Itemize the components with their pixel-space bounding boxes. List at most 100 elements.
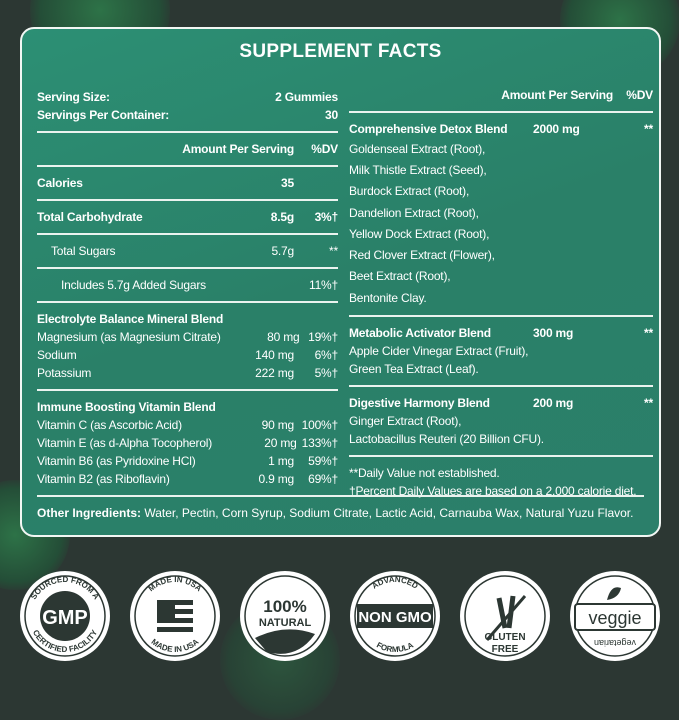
servings-row: Servings Per Container: 30 [37, 106, 338, 124]
divider [37, 199, 338, 201]
ingredient-item: Milk Thistle Extract (Seed), [349, 162, 487, 177]
nutrient-row: Vitamin B2 (as Riboflavin) 0.9 mg 69%† [37, 470, 338, 488]
label: Vitamin B2 (as Riboflavin) [37, 472, 170, 486]
dv: 59%† [308, 454, 338, 468]
amount: 1 mg [268, 454, 294, 468]
dv: 19%† [308, 330, 338, 344]
right-column: Amount Per Serving %DV Comprehensive Deto… [349, 86, 653, 500]
ingredient-item: Bentonite Clay. [349, 290, 427, 305]
dv: 3%† [314, 210, 339, 224]
divider [37, 495, 644, 497]
footnote-percent: †Percent Daily Values are based on a 2,0… [349, 484, 637, 499]
nutrient-row: Potassium 222 mg 5%† [37, 364, 338, 382]
column-header: Amount Per Serving %DV [37, 140, 338, 158]
nutrient-row: Sodium 140 mg 6%† [37, 346, 338, 364]
svg-text:NATURAL: NATURAL [259, 617, 312, 629]
svg-text:100%: 100% [263, 597, 306, 616]
calories-row: Calories 35 [37, 174, 338, 192]
ingredient-item: Burdock Extract (Root), [349, 184, 470, 199]
amount: 8.5g [270, 210, 294, 224]
electrolyte-title: Electrolyte Balance Mineral Blend [37, 312, 224, 326]
label: Servings Per Container: [37, 108, 170, 122]
column-header: Amount Per Serving %DV [349, 86, 653, 104]
nutrient-row: Magnesium (as Magnesium Citrate) 80 mg 19%… [37, 328, 338, 346]
divider [37, 131, 338, 133]
dv: 5%† [314, 366, 339, 380]
ingredient-item: Red Clover Extract (Flower), [349, 248, 495, 263]
dv: 6%† [314, 348, 339, 362]
divider [349, 315, 653, 318]
label: Vitamin B6 (as Pyridoxine HCl) [37, 454, 196, 468]
label: Total Carbohydrate [37, 210, 143, 224]
divider [349, 385, 653, 388]
carbohydrate-row: Total Carbohydrate 8.5g 3%† [37, 208, 338, 226]
added-sugars-row: Includes 5.7g Added Sugars 11%† [37, 276, 338, 294]
dv: ** [644, 396, 653, 411]
label: Serving Size: [37, 90, 110, 104]
dv: 11%† [308, 278, 338, 292]
label: Magnesium (as Magnesium Citrate) [37, 330, 221, 344]
label: Metabolic Activator Blend [349, 326, 491, 341]
value: 2 Gummies [275, 90, 338, 104]
svg-text:veggie: veggie [588, 608, 641, 628]
amount: 140 mg [255, 348, 294, 362]
divider [349, 455, 653, 458]
certification-badges: GMP SOURCED FROM A CERTIFIED FACILITY MADE … [0, 568, 679, 668]
svg-text:NON GMO: NON GMO [358, 609, 432, 626]
amount: 222 mg [255, 366, 294, 380]
nutrient-row: Vitamin E (as d-Alpha Tocopherol) 20 mg 13… [37, 434, 338, 452]
other-ingredients-label: Other Ingredients: [37, 506, 142, 520]
divider [37, 165, 338, 167]
label: Calories [37, 176, 83, 190]
dv: ** [329, 244, 338, 258]
label: Includes 5.7g Added Sugars [61, 278, 206, 292]
other-ingredients: Other Ingredients: Water, Pectin, Corn S… [37, 506, 633, 520]
divider [37, 389, 338, 391]
amount: 0.9 mg [258, 472, 295, 486]
amount: 35 [281, 176, 294, 190]
digestive-blend-row: Digestive Harmony Blend 200 mg ** [349, 394, 653, 412]
amount: 90 mg [261, 418, 295, 432]
detox-blend-row: Comprehensive Detox Blend 2000 mg ** [349, 120, 653, 138]
label: Comprehensive Detox Blend [349, 122, 508, 136]
ingredient-item: Lactobacillus Reuteri (20 Billion CFU). [349, 432, 544, 447]
supplement-facts-panel: SUPPLEMENT FACTS Serving Size: 2 Gummies … [20, 27, 661, 537]
veggie-badge-icon: veggie vegetarian [570, 571, 660, 661]
natural-badge-icon: 100%NATURAL [240, 571, 330, 661]
value: 30 [325, 108, 338, 122]
metabolic-blend-row: Metabolic Activator Blend 300 mg ** [349, 324, 653, 342]
amount: 80 mg [267, 330, 300, 344]
dv-header: %DV [311, 142, 338, 156]
divider [37, 267, 338, 269]
serving-size-row: Serving Size: 2 Gummies [37, 88, 338, 106]
left-column: Serving Size: 2 Gummies Servings Per Cont… [37, 88, 338, 488]
ingredient-item: Apple Cider Vinegar Extract (Fruit), [349, 344, 529, 359]
nutrient-row: Vitamin B6 (as Pyridoxine HCl) 1 mg 59%† [37, 452, 338, 470]
svg-text:FORMULA: FORMULA [375, 640, 415, 654]
other-ingredients-text: Water, Pectin, Corn Syrup, Sodium Citrat… [141, 506, 634, 520]
dv: 69%† [308, 472, 338, 486]
svg-text:GMP: GMP [42, 607, 88, 629]
amount: 200 mg [533, 396, 574, 411]
immune-title: Immune Boosting Vitamin Blend [37, 400, 216, 414]
divider [37, 233, 338, 235]
ingredient-item: Beet Extract (Root), [349, 269, 451, 284]
label: Potassium [37, 366, 92, 380]
label: Sodium [37, 348, 77, 362]
nutrient-row: Vitamin C (as Ascorbic Acid) 90 mg 100%† [37, 416, 338, 434]
amount: 2000 mg [533, 122, 580, 136]
ingredient-item: Goldenseal Extract (Root), [349, 141, 486, 156]
divider [37, 301, 338, 303]
label: Vitamin C (as Ascorbic Acid) [37, 418, 182, 432]
ingredient-item: Green Tea Extract (Leaf). [349, 362, 479, 377]
amount-header: Amount Per Serving [501, 88, 613, 102]
amount: 20 mg [264, 436, 297, 450]
amount: 5.7g [271, 244, 294, 258]
sugars-row: Total Sugars 5.7g ** [37, 242, 338, 260]
label: Vitamin E (as d-Alpha Tocopherol) [37, 436, 213, 450]
svg-text:GLUTEN: GLUTEN [484, 632, 525, 643]
svg-text:FREE: FREE [492, 644, 519, 655]
